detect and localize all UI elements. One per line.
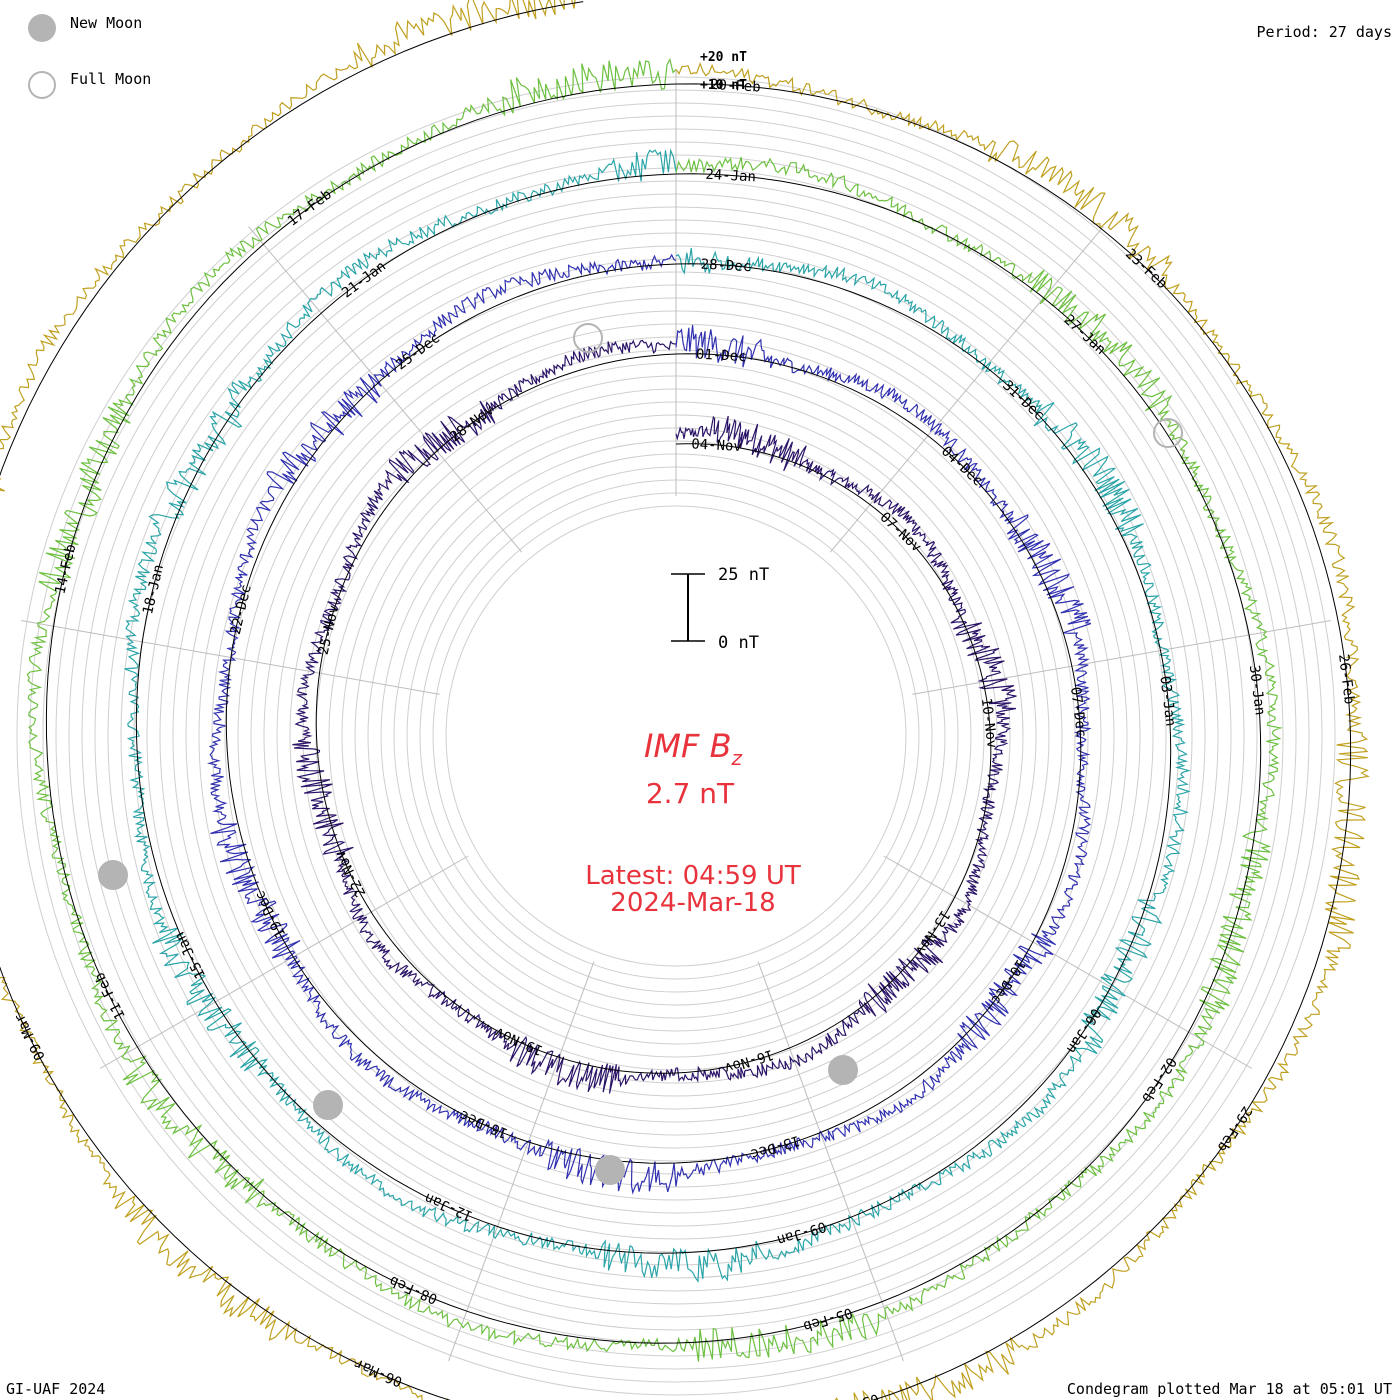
date-label: 25-Dec: [393, 330, 443, 373]
date-label: 29-Feb: [1214, 1103, 1255, 1154]
moon-markers: [98, 323, 1183, 1185]
latest-date: 2024-Mar-18: [610, 888, 775, 918]
grid-spoke: [757, 961, 904, 1362]
current-value: 2.7 nT: [646, 777, 735, 810]
date-label: 22-Dec: [228, 583, 255, 636]
ring-label-20: +20 nT: [700, 50, 747, 65]
zero-line-5: [0, 1, 1352, 1400]
grid-ring: [445, 505, 907, 967]
date-label: 03-Jan: [1156, 675, 1178, 727]
grid-spoke: [912, 620, 1331, 695]
ring-label-10: +10 nT: [700, 78, 747, 93]
date-label: 26-Feb: [1335, 653, 1357, 705]
new-moon-icon: [828, 1055, 858, 1085]
grid-spokes: [21, 71, 1331, 1362]
latest-time: Latest: 04:59 UT: [585, 861, 801, 891]
grid-spoke: [448, 961, 595, 1362]
new-moon-icon: [313, 1090, 343, 1120]
plotted-label: Condegram plotted Mar 18 at 05:01 UT: [1066, 1380, 1392, 1398]
date-label: 16-Nov: [722, 1046, 775, 1076]
date-label: 09-Mar: [12, 1011, 49, 1063]
date-label: 10-Dec: [987, 956, 1028, 1007]
date-label: 01-Dec: [696, 347, 747, 366]
scale-top-label: 25 nT: [718, 565, 769, 585]
zero-line-3: [135, 173, 1172, 1254]
grid-spoke: [99, 855, 469, 1069]
data-traces: [0, 0, 1370, 1400]
date-label: 05-Feb: [801, 1304, 854, 1334]
date-label: 11-Feb: [92, 970, 129, 1022]
grid-spoke: [883, 855, 1253, 1069]
date-label: 10-Nov: [978, 697, 1000, 749]
grid-spoke: [21, 620, 440, 695]
zero-line-2: [225, 263, 1082, 1164]
zero-line-1: [315, 353, 992, 1074]
date-label: 24-Jan: [705, 167, 756, 186]
new-moon-icon: [28, 14, 56, 42]
date-label: 04-Dec: [938, 443, 986, 489]
legend-new-moon-label: New Moon: [70, 14, 143, 32]
legend-full-moon-label: Full Moon: [70, 70, 152, 88]
parameter-title: IMF Bz: [644, 727, 743, 770]
scale-bar: 25 nT 0 nT: [671, 565, 769, 653]
date-label: 28-Dec: [700, 257, 751, 276]
rotation-trace-5: [0, 0, 1370, 1400]
new-moon-icon: [595, 1155, 625, 1185]
date-label: 04-Nov: [691, 436, 742, 455]
new-moon-icon: [98, 860, 128, 890]
rotation-trace-3: [124, 148, 1192, 1284]
date-label: 23-Feb: [1122, 246, 1170, 292]
rotation-trace-2: [207, 253, 1092, 1195]
date-label: 09-Jan: [775, 1218, 828, 1248]
date-label: 06-Mar: [352, 1355, 405, 1389]
grid-spoke: [248, 226, 523, 553]
date-label: 16-Dec: [458, 1107, 511, 1141]
zero-line-4: [45, 83, 1262, 1344]
rotation-trace-1: [292, 339, 1017, 1094]
date-label: 30-Jan: [1246, 664, 1268, 716]
full-moon-icon: [573, 323, 603, 353]
scale-bottom-label: 0 nT: [718, 633, 759, 653]
date-label: 20-Feb: [710, 77, 761, 96]
period-label: Period: 27 days: [1256, 23, 1392, 41]
date-label: 19-Nov: [493, 1024, 546, 1058]
date-label: 07-Dec: [1067, 686, 1089, 738]
rotation-trace-4: [26, 57, 1283, 1362]
full-moon-icon: [28, 71, 56, 99]
full-moon-icon: [1153, 418, 1183, 448]
date-label: 25-Nov: [316, 604, 343, 657]
credit-label: GI-UAF 2024: [6, 1380, 106, 1398]
